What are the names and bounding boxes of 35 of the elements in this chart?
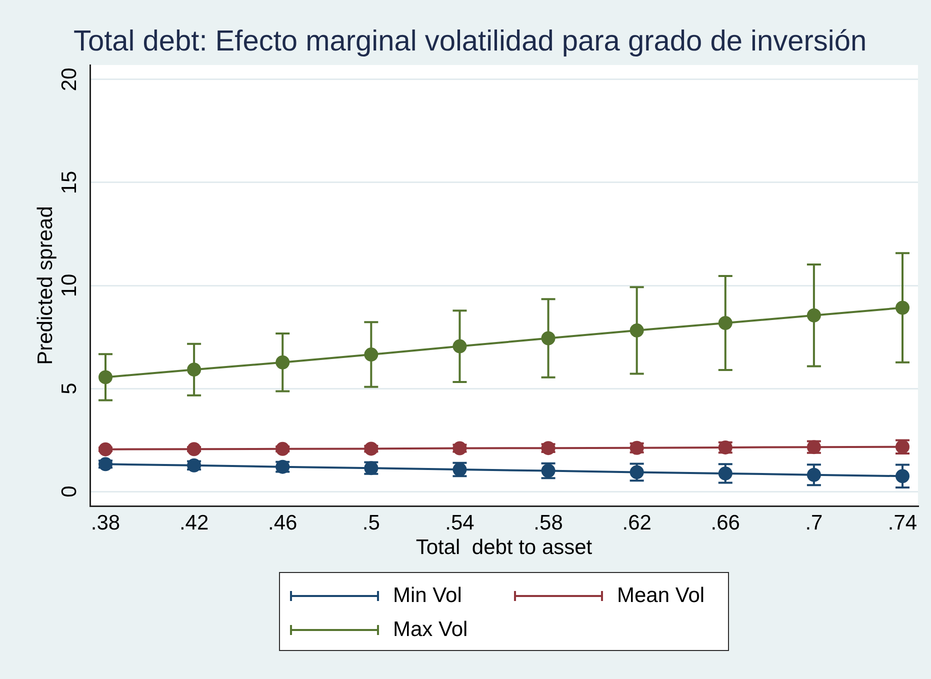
x-axis-title: Total debt to asset [416,536,592,560]
point [276,442,290,456]
point [896,300,910,315]
legend-label: Mean Vol [617,584,705,608]
point [276,355,290,370]
x-tick-label: .7 [805,511,823,534]
x-tick-label: .46 [268,511,298,534]
point [364,348,378,362]
y-tick-label: 10 [58,274,82,298]
x-tick-label: .54 [445,511,475,534]
legend-label: Max Vol [393,618,468,642]
x-tick-label: .5 [362,511,380,534]
point [187,362,202,377]
x-tick-label: .38 [90,511,120,534]
y-tick-label: 5 [58,382,82,394]
x-tick-label: .42 [179,511,209,534]
y-axis-title: Predicted spread [34,206,57,365]
x-tick-label: .74 [888,511,918,534]
x-tick-label: .66 [710,511,740,534]
point [718,316,732,330]
y-tick-label: 20 [58,68,82,92]
x-tick-label: .58 [534,511,563,534]
x-tick-label: .62 [622,511,652,534]
point [364,442,378,456]
point [98,370,112,384]
point [187,442,202,456]
chart-title: Total debt: Efecto marginal volatilidad para grado de inversión [73,25,867,58]
legend-label: Min Vol [393,584,462,608]
point [630,323,644,338]
y-tick-label: 0 [58,486,82,498]
point [806,308,821,322]
point [452,441,467,456]
point [452,339,467,354]
y-tick-label: 15 [58,170,82,194]
point [541,331,556,346]
